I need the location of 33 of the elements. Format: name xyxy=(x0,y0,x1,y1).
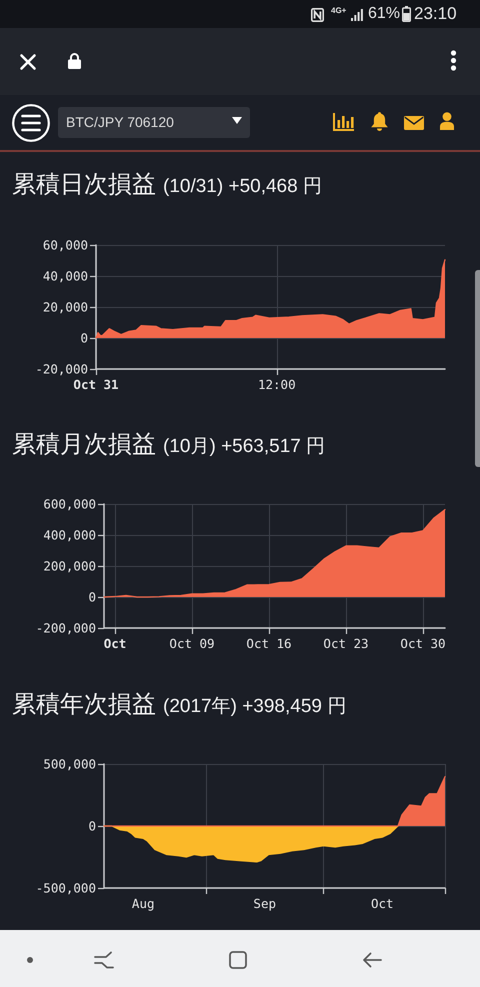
y-tick-label: -20,000 xyxy=(35,362,88,376)
text: 61% xyxy=(368,5,400,22)
y-tick-label: 600,000 xyxy=(43,496,96,512)
text: 23:10 xyxy=(414,4,457,23)
x-tick-label: Sep xyxy=(253,896,276,911)
y-tick-label: 0 xyxy=(80,330,88,346)
y-tick-label: -200,000 xyxy=(36,620,96,636)
x-tick-label: 12:00 xyxy=(258,377,296,392)
y-tick-label: 200,000 xyxy=(43,558,96,574)
y-tick-label: -500,000 xyxy=(36,880,96,896)
x-tick-label: Oct 16 xyxy=(246,636,292,651)
y-tick-label: 60,000 xyxy=(42,238,88,252)
dropdown-field: BTC/JPY 706120 xyxy=(58,107,250,138)
x-tick-label: Oct 30 xyxy=(400,636,446,651)
x-tick-label: Oct 23 xyxy=(323,636,369,651)
x-tick-label: Oct xyxy=(371,896,394,911)
y-tick-label: 400,000 xyxy=(43,528,96,542)
y-tick-label: 0 xyxy=(88,590,96,604)
chart-title: 累積日次損益 xyxy=(12,171,156,198)
x-tick-label: Oct xyxy=(104,636,126,651)
x-tick-label: Oct 31 xyxy=(73,377,119,392)
y-tick-label: 500,000 xyxy=(43,756,96,772)
chart-title: 累積年次損益 xyxy=(12,691,156,718)
x-tick-label: Aug xyxy=(132,896,154,911)
y-tick-label: 40,000 xyxy=(42,268,88,284)
chart-title: 累積月次損益 xyxy=(12,431,156,458)
chart-subtitle: (10月) +563,517 円 xyxy=(163,436,326,457)
text: 4G+ xyxy=(331,6,346,15)
chart-subtitle: (2017年) +398,459 円 xyxy=(163,696,346,717)
chart-subtitle: (10/31) +50,468 円 xyxy=(163,176,322,197)
x-tick-label: Oct 09 xyxy=(169,636,215,651)
y-tick-label: 0 xyxy=(88,818,96,834)
y-tick-label: 20,000 xyxy=(42,300,88,314)
